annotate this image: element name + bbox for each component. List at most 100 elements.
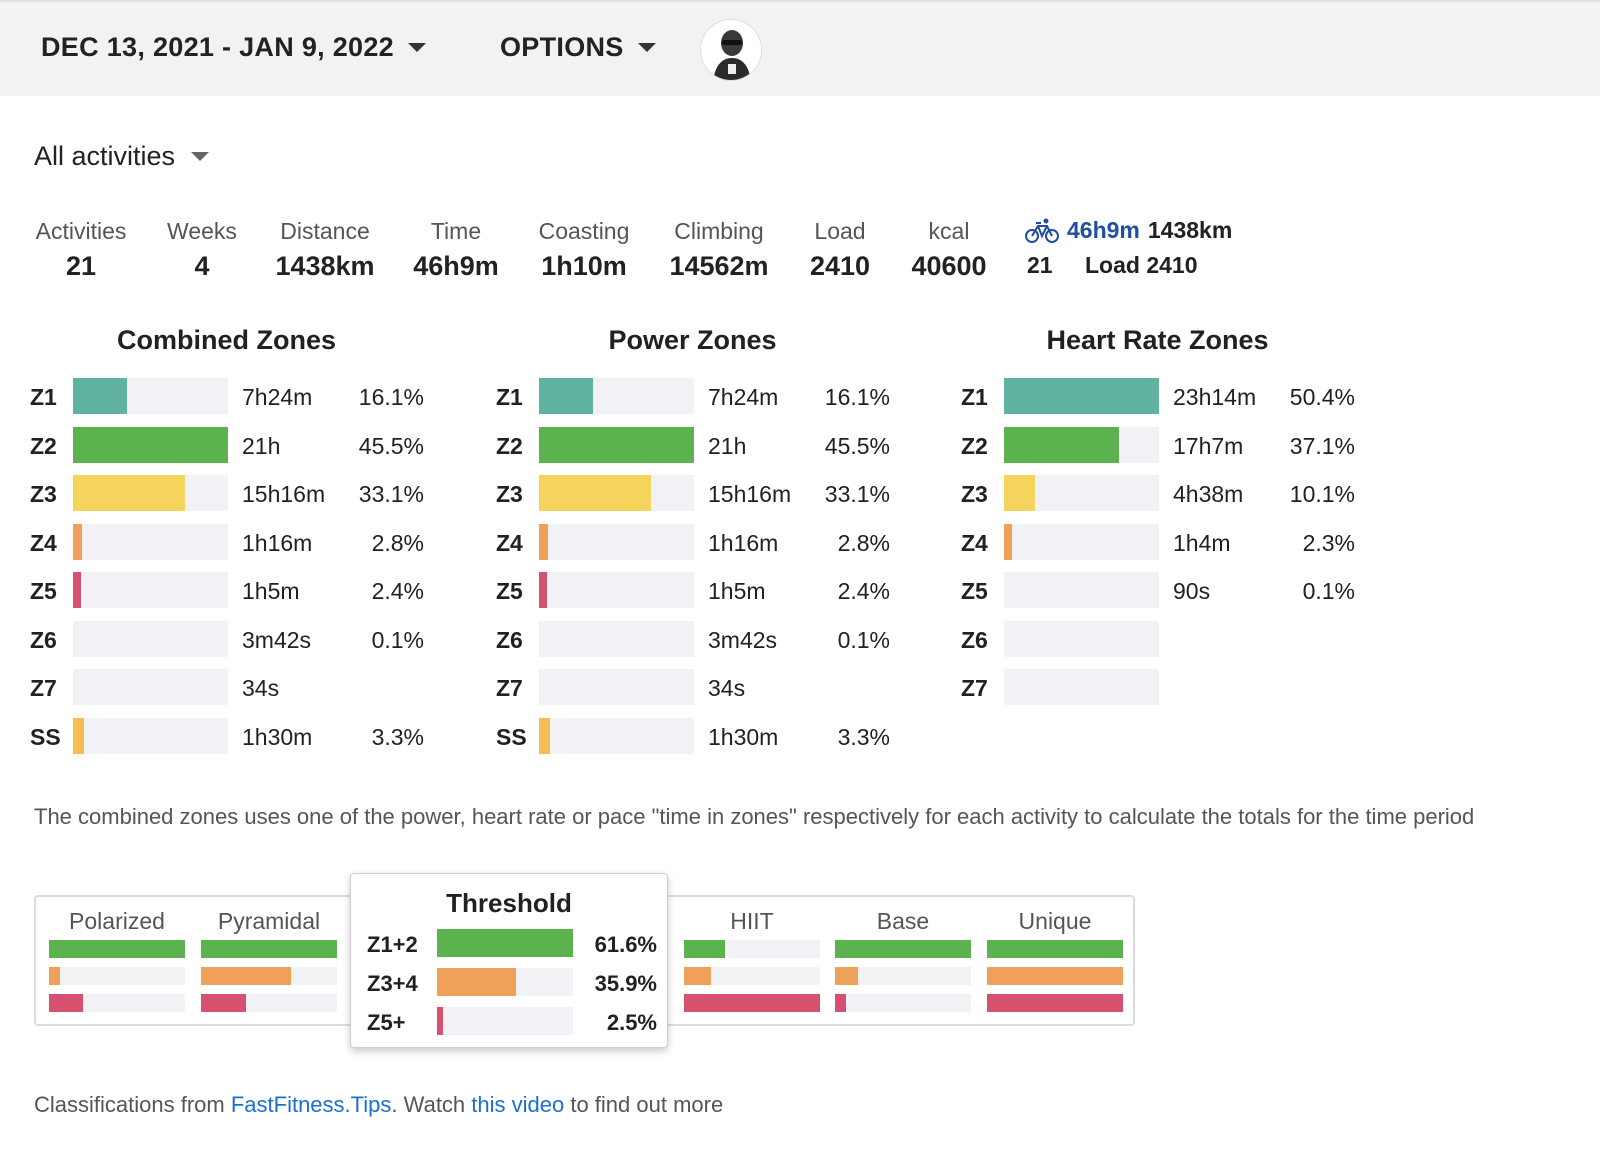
threshold-row-label: Z3+4 (367, 971, 418, 996)
stat-value: 1438km (275, 251, 375, 281)
stat-weeks: Weeks 4 (142, 218, 262, 282)
classification-bar-fill (987, 967, 1123, 985)
classification-bar-fill (49, 940, 185, 958)
chevron-down-icon (408, 43, 426, 52)
threshold-row-percent: 35.9% (594, 971, 657, 996)
zone-bar-track (1004, 669, 1159, 705)
zone-bar-track (73, 717, 228, 754)
options-menu-button[interactable]: OPTIONS (500, 32, 656, 63)
zone-time: 1h30m (708, 723, 779, 750)
zone-bar-track (1004, 378, 1159, 414)
classification-bar-track (987, 967, 1123, 985)
classification-footer: Classifications from FastFitness.Tips. W… (34, 1092, 723, 1118)
zone-time: 15h16m (242, 481, 326, 507)
ride-count: 21 (1027, 252, 1053, 278)
combined-zones-note: The combined zones uses one of the power… (34, 804, 1475, 829)
zone-time: 21h (242, 432, 281, 459)
ride-time[interactable]: 46h9m (1067, 217, 1140, 243)
zone-bar-fill (539, 426, 694, 463)
stat-value: 2410 (809, 251, 871, 281)
zone-label: Z2 (496, 432, 523, 459)
video-link[interactable]: this video (471, 1092, 565, 1117)
stat-coasting: Coasting 1h10m (524, 218, 644, 282)
zone-time: 4h38m (1173, 481, 1244, 507)
zone-row: Z5 90s 0.1% (961, 572, 1381, 608)
classification-name: HIIT (730, 908, 774, 934)
threshold-row: Z5+ 2.5% (367, 1007, 657, 1037)
zone-bar-fill (539, 717, 550, 754)
threshold-bar-track (437, 929, 573, 957)
fastfitness-link[interactable]: FastFitness.Tips (230, 1092, 392, 1117)
classification-name: Polarized (69, 908, 165, 934)
stat-time: Time 46h9m (396, 218, 516, 282)
stat-value: 1h10m (541, 251, 627, 281)
classification-panel: Polarized Pyramidal HIIT Base Unique (34, 895, 1135, 1026)
top-bar: DEC 13, 2021 - JAN 9, 2022 OPTIONS (0, 0, 1600, 96)
ride-distance: 1438km (1147, 217, 1233, 243)
zone-percent: 0.1% (1302, 578, 1355, 604)
classification-bar-fill (835, 967, 859, 985)
zone-time: 1h30m (242, 723, 313, 750)
zone-percent: 2.4% (837, 578, 890, 604)
zone-row: Z1 7h24m 16.1% (496, 378, 916, 414)
zone-label: Z7 (961, 675, 988, 701)
classification-bar-track (835, 994, 971, 1012)
zone-percent: 10.1% (1289, 481, 1355, 507)
stat-label: Time (430, 218, 482, 244)
zone-time: 1h4m (1173, 529, 1231, 556)
power-zones-title: Power Zones (608, 325, 777, 355)
zone-percent: 16.1% (824, 384, 890, 410)
date-range-selector[interactable]: DEC 13, 2021 - JAN 9, 2022 (41, 32, 426, 63)
classification-bar-fill (49, 967, 60, 985)
zone-time: 3m42s (242, 626, 312, 653)
zone-time: 1h5m (242, 578, 300, 604)
zone-row: Z3 15h16m 33.1% (30, 475, 450, 511)
zone-percent: 33.1% (358, 481, 424, 507)
zone-time: 7h24m (242, 384, 313, 410)
classification-bar-fill (201, 940, 337, 958)
classification-name: Base (876, 908, 930, 934)
classification-bar-track (987, 994, 1123, 1012)
zone-time: 15h16m (708, 481, 792, 507)
classification-bar-track (835, 940, 971, 958)
threshold-bar-fill (437, 1007, 443, 1035)
zone-bar-track (1004, 426, 1159, 463)
threshold-bar-track (437, 968, 573, 996)
zone-row: Z5 1h5m 2.4% (30, 572, 450, 608)
threshold-bar-fill (437, 929, 573, 957)
zone-bar-track (539, 523, 694, 560)
stat-value: 21 (65, 251, 97, 281)
zone-bar-fill (73, 378, 128, 414)
stat-load: Load 2410 (780, 218, 900, 282)
avatar[interactable] (700, 19, 762, 81)
threshold-row-label: Z1+2 (367, 932, 418, 957)
zone-row: Z1 23h14m 50.4% (961, 378, 1381, 414)
zone-label: Z1 (961, 384, 988, 410)
ride-load: Load 2410 (1085, 252, 1198, 278)
zone-label: Z1 (30, 384, 57, 410)
zone-time: 3m42s (708, 626, 778, 653)
threshold-bar-track (437, 1007, 573, 1035)
zone-label: SS (30, 723, 61, 750)
stat-climbing: Climbing 14562m (659, 218, 779, 282)
zone-row: Z7 34s (496, 669, 916, 705)
activity-filter-dropdown[interactable]: All activities (34, 141, 210, 172)
zone-row: Z2 21h 45.5% (496, 426, 916, 463)
zone-row: Z7 (961, 669, 1381, 705)
zone-row: Z7 34s (30, 669, 450, 705)
zone-row: Z4 1h4m 2.3% (961, 523, 1381, 560)
zone-row: Z1 7h24m 16.1% (30, 378, 450, 414)
zone-row: Z6 (961, 620, 1381, 657)
classification-bar-fill (987, 994, 1123, 1012)
zone-bar-track (1004, 523, 1159, 560)
stat-value: 40600 (911, 251, 987, 281)
classification-bar-track (835, 967, 971, 985)
classification-bar-fill (835, 940, 971, 958)
zone-bar-track (73, 475, 228, 511)
zone-time: 21h (708, 432, 747, 459)
zone-bar-track (73, 669, 228, 705)
zone-bar-fill (539, 523, 549, 560)
classification-bar-track (684, 940, 820, 958)
classification-bar-fill (49, 994, 83, 1012)
stat-label: Climbing (674, 218, 764, 244)
